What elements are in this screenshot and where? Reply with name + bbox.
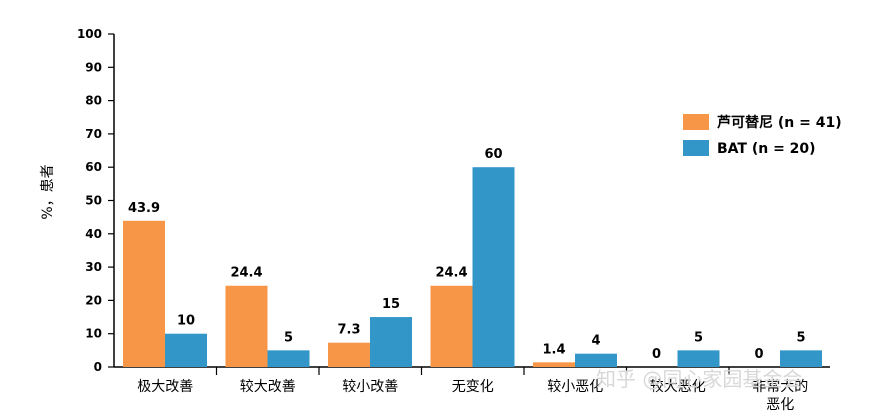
y-tick-label: 30 <box>85 260 102 274</box>
data-label: 60 <box>484 147 502 162</box>
bar <box>165 333 207 367</box>
y-axis-label: %，患者 <box>40 164 56 219</box>
data-label: 10 <box>177 314 195 329</box>
bar <box>472 167 515 367</box>
bars <box>123 167 822 367</box>
bar <box>430 285 473 367</box>
data-label: 0 <box>754 347 763 362</box>
data-label: 0 <box>652 347 661 362</box>
bar <box>267 350 310 367</box>
y-tick-label: 60 <box>85 160 102 174</box>
y-tick-label: 80 <box>85 94 102 108</box>
legend-swatch <box>683 114 709 130</box>
bar <box>123 220 165 367</box>
x-tick-label: 无变化 <box>452 379 494 395</box>
bar <box>225 285 268 367</box>
bar <box>533 362 575 367</box>
legend-label: 芦可替尼 (n = 41) <box>717 114 842 131</box>
data-label: 1.4 <box>542 342 565 357</box>
y-tick-label: 70 <box>85 127 102 141</box>
bar <box>780 350 822 367</box>
data-label: 5 <box>796 330 805 345</box>
data-label: 5 <box>694 330 703 345</box>
data-label: 7.3 <box>337 323 360 338</box>
data-label: 4 <box>591 334 600 349</box>
legend-label: BAT (n = 20) <box>717 141 816 157</box>
y-tick-label: 10 <box>85 327 102 341</box>
data-label: 43.9 <box>128 201 160 216</box>
x-tick-label: 较大恶化 <box>650 379 706 395</box>
bar <box>328 342 370 367</box>
data-label: 15 <box>382 297 400 312</box>
x-tick-label: 较大改善 <box>240 379 296 395</box>
data-labels: 43.9 24.4 7.3 24.4 1.4 0 0 10 5 15 60 4 5 5 <box>128 147 806 362</box>
y-tick-label: 90 <box>85 60 102 74</box>
y-tick-label: 100 <box>77 27 102 41</box>
bar <box>677 350 720 367</box>
data-label: 5 <box>284 330 293 345</box>
x-tick-label: 较小恶化 <box>547 379 603 395</box>
legend: 芦可替尼 (n = 41) BAT (n = 20) <box>683 114 842 157</box>
x-tick-label: 极大改善 <box>137 379 193 395</box>
y-tick-label: 0 <box>94 360 102 374</box>
x-tick-label: 较小改善 <box>342 379 398 395</box>
data-label: 24.4 <box>435 266 467 281</box>
data-label: 24.4 <box>230 266 262 281</box>
x-tick-label: 非常大的恶化 <box>752 379 808 413</box>
y-tick-label: 20 <box>85 293 102 307</box>
y-tick-label: 50 <box>85 194 102 208</box>
y-tick-label: 40 <box>85 227 102 241</box>
bar <box>575 353 617 367</box>
watermark: 知乎 @同心家园基金会 <box>596 367 802 391</box>
bar <box>370 317 412 367</box>
legend-swatch <box>683 140 709 156</box>
